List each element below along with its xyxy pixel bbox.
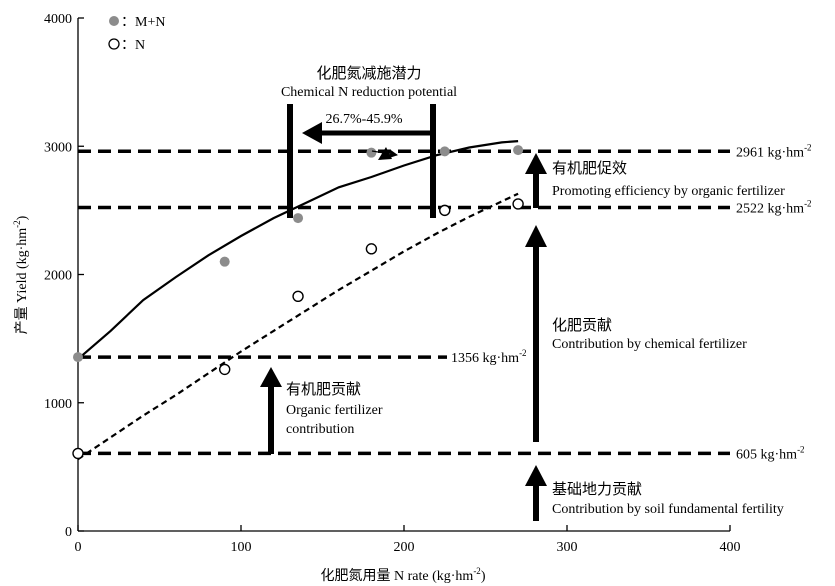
reduction-bar-right: [430, 104, 436, 218]
data-point-n: [365, 243, 378, 255]
reduction-arrow-head: [302, 122, 322, 144]
chemical-arrow-head: [525, 225, 547, 247]
data-point-n: [72, 447, 84, 460]
x-axis-ticks: 0 100 200 300 400: [75, 525, 741, 555]
reference-line-label: 1356 kg·hm-2: [451, 348, 527, 366]
reduction-title-en: Chemical N reduction potential: [281, 85, 457, 100]
chemical-contribution-annotation: 化肥贡献 Contribution by chemical fertilizer: [525, 225, 747, 442]
x-tick-label: 100: [231, 540, 252, 555]
reduction-bar-left: [287, 104, 293, 218]
data-point-n: [218, 363, 231, 376]
reduction-range-label: 26.7%-45.9%: [326, 112, 403, 127]
reference-lines: 2961 kg·hm-2 2522 kg·hm-2 1356 kg·hm-2 605 …: [78, 142, 812, 462]
data-point-n: [292, 290, 304, 303]
data-points: [72, 145, 524, 460]
chemical-contribution-cn: 化肥贡献: [552, 317, 612, 334]
y-axis-ticks: 0 1000 2000 3000 4000: [44, 12, 84, 540]
y-tick-label: 3000: [44, 140, 72, 155]
x-tick-label: 0: [75, 540, 82, 555]
data-point-n: [439, 204, 451, 217]
y-tick-label: 4000: [44, 12, 72, 27]
soil-arrow-head: [525, 465, 547, 486]
organic-promoting-annotation: 有机肥促效 Promoting efficiency by organic fe…: [525, 153, 785, 208]
chemical-arrow-shaft: [533, 246, 539, 442]
x-tick-label: 400: [720, 540, 741, 555]
y-tick-label: 2000: [44, 269, 72, 284]
reference-line-label: 2522 kg·hm-2: [736, 199, 812, 217]
organic-contribution-en-2: contribution: [286, 422, 354, 437]
data-point-m-n: [366, 147, 377, 158]
data-point-n: [512, 198, 524, 210]
soil-contribution-annotation: 基础地力贡献 Contribution by soil fundamental …: [525, 465, 784, 521]
data-point-m-n: [73, 352, 83, 363]
data-point-m-n: [513, 145, 524, 156]
y-axis-title: 产量 Yield (kg·hm-2): [12, 215, 30, 334]
organic-contribution-en-1: Organic fertilizer: [286, 403, 383, 418]
fit-curve-m-n: [77, 140, 519, 360]
promoting-arrow-head: [525, 153, 547, 174]
soil-arrow-shaft: [533, 484, 539, 521]
reference-line-label: 2961 kg·hm-2: [736, 142, 812, 160]
organic-contribution-annotation: 有机肥贡献 Organic fertilizer contribution: [260, 367, 383, 454]
x-tick-label: 300: [557, 540, 578, 555]
x-axis-title: 化肥氮用量 N rate (kg·hm-2): [321, 566, 486, 584]
fit-curve-n: [77, 192, 519, 461]
soil-contribution-cn: 基础地力贡献: [552, 481, 642, 498]
small-arrow-head-icon: [378, 147, 392, 160]
legend-marker-m-n: [109, 16, 119, 26]
soil-contribution-en: Contribution by soil fundamental fertili…: [552, 502, 784, 517]
organic-contribution-cn: 有机肥贡献: [286, 381, 361, 398]
legend-label-n: ：N: [121, 38, 145, 53]
y-tick-label: 0: [65, 525, 72, 540]
legend: ：M+N ：N: [108, 15, 165, 53]
organic-arrow-shaft: [268, 386, 274, 454]
organic-arrow-head: [260, 367, 282, 387]
chemical-contribution-en: Contribution by chemical fertilizer: [552, 337, 747, 352]
organic-promoting-cn: 有机肥促效: [552, 160, 627, 177]
data-point-m-n: [219, 256, 230, 267]
data-point-m-n: [439, 146, 450, 157]
organic-promoting-en: Promoting efficiency by organic fertiliz…: [552, 184, 785, 199]
data-point-m-n: [293, 213, 304, 224]
legend-marker-n: [108, 38, 120, 50]
legend-label-m-n: ：M+N: [121, 15, 165, 30]
reference-line-label: 605 kg·hm-2: [736, 444, 805, 462]
reduction-potential-annotation: 化肥氮减施潜力 Chemical N reduction potential 2…: [281, 65, 457, 218]
x-tick-label: 200: [394, 540, 415, 555]
reduction-title-cn: 化肥氮减施潜力: [316, 65, 421, 82]
y-tick-label: 1000: [44, 397, 72, 412]
promoting-arrow-shaft: [533, 172, 539, 208]
